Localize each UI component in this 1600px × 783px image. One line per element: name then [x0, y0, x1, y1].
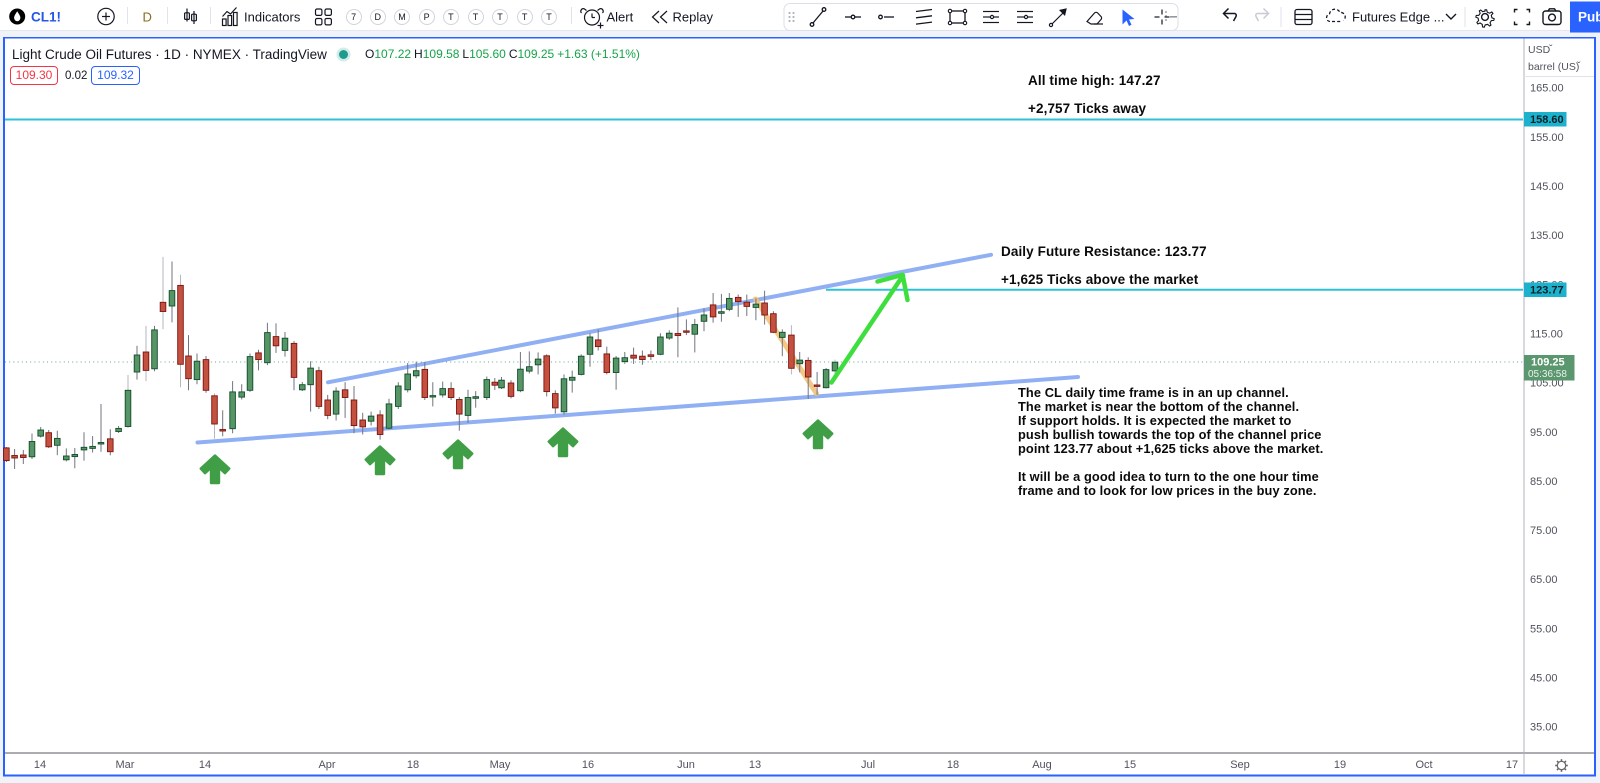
svg-text:105.00: 105.00	[1530, 378, 1564, 390]
svg-text:145.00: 145.00	[1530, 181, 1564, 193]
svg-text:May: May	[490, 759, 511, 771]
svg-text:Futures Edge ...: Futures Edge ...	[1352, 10, 1445, 25]
svg-text:05:36:58: 05:36:58	[1528, 369, 1567, 380]
svg-text:Alert: Alert	[607, 10, 634, 25]
svg-text:Sep: Sep	[1230, 759, 1250, 771]
svg-text:18: 18	[407, 759, 419, 771]
svg-text:ˇ: ˇ	[1549, 43, 1553, 55]
svg-text:19: 19	[1334, 759, 1346, 771]
svg-text:16: 16	[582, 759, 594, 771]
svg-text:109.25: 109.25	[1531, 357, 1565, 369]
svg-text:14: 14	[34, 759, 46, 771]
svg-text:USD: USD	[1528, 44, 1551, 56]
svg-text:Apr: Apr	[318, 759, 335, 771]
svg-text:Aug: Aug	[1032, 759, 1052, 771]
svg-text:75.00: 75.00	[1530, 525, 1558, 537]
svg-text:95.00: 95.00	[1530, 427, 1558, 439]
svg-text:165.00: 165.00	[1530, 83, 1564, 95]
svg-text:Jul: Jul	[861, 759, 875, 771]
svg-text:Oct: Oct	[1415, 759, 1432, 771]
svg-text:17: 17	[1506, 759, 1518, 771]
svg-text:Replay: Replay	[673, 10, 714, 25]
svg-text:55.00: 55.00	[1530, 623, 1558, 635]
svg-text:158.60: 158.60	[1530, 114, 1564, 126]
svg-text:45.00: 45.00	[1530, 673, 1558, 685]
svg-text:Indicators: Indicators	[244, 10, 301, 25]
svg-text:CL1!: CL1!	[31, 10, 61, 25]
svg-text:35.00: 35.00	[1530, 722, 1558, 734]
svg-text:123.77: 123.77	[1530, 285, 1564, 297]
svg-text:65.00: 65.00	[1530, 574, 1558, 586]
svg-text:Pub: Pub	[1578, 10, 1600, 25]
svg-text:115.00: 115.00	[1530, 328, 1563, 340]
svg-text:155.00: 155.00	[1530, 132, 1564, 144]
svg-text:D: D	[143, 10, 152, 25]
svg-text:barrel (US): barrel (US)	[1528, 61, 1579, 73]
svg-text:85.00: 85.00	[1530, 476, 1558, 488]
svg-text:14: 14	[199, 759, 211, 771]
svg-text:15: 15	[1124, 759, 1136, 771]
svg-text:Jun: Jun	[677, 759, 695, 771]
svg-text:13: 13	[749, 759, 761, 771]
svg-text:18: 18	[947, 759, 959, 771]
svg-text:ˇ: ˇ	[1577, 60, 1581, 72]
svg-text:135.00: 135.00	[1530, 230, 1564, 242]
svg-text:Mar: Mar	[116, 759, 135, 771]
